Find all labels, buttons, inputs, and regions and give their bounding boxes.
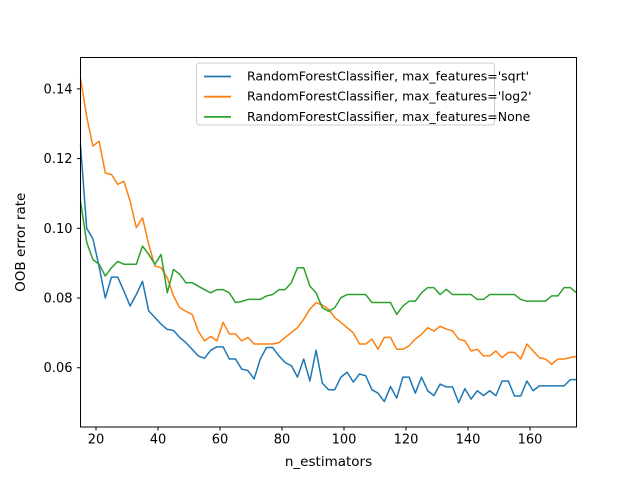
legend-label-none: RandomForestClassifier, max_features=Non…: [247, 109, 531, 124]
series-lines: [79, 78, 577, 404]
y-tick-label: 0.14: [44, 82, 73, 97]
legend-frame: [196, 62, 495, 126]
legend-label-log2: RandomForestClassifier, max_features='lo…: [247, 89, 532, 104]
x-tick-label: 120: [394, 433, 419, 448]
x-tick-label: 20: [88, 433, 105, 448]
series-line-sqrt: [79, 144, 577, 404]
axes-spines: [80, 57, 577, 428]
axis-ticks: 20 40 60 80 100 120 140 160 0.06 0.08 0.10 0.12 0.14: [44, 82, 543, 447]
x-axis-label: n_estimators: [285, 454, 372, 470]
x-tick-label: 100: [332, 433, 357, 448]
y-tick-label: 0.10: [44, 222, 73, 237]
y-tick-label: 0.12: [44, 152, 73, 167]
x-tick-label: 80: [274, 433, 291, 448]
legend: RandomForestClassifier, max_features='sq…: [196, 62, 532, 126]
y-tick-label: 0.06: [44, 361, 73, 376]
x-tick-label: 140: [456, 433, 481, 448]
y-axis-label: OOB error rate: [13, 193, 29, 292]
x-tick-label: 40: [150, 433, 167, 448]
legend-entry-log2: RandomForestClassifier, max_features='lo…: [204, 89, 532, 104]
x-tick-label: 60: [212, 433, 229, 448]
legend-entry-sqrt: RandomForestClassifier, max_features='sq…: [204, 69, 529, 84]
legend-label-sqrt: RandomForestClassifier, max_features='sq…: [247, 69, 529, 84]
series-line-none: [79, 201, 577, 316]
legend-entry-none: RandomForestClassifier, max_features=Non…: [204, 109, 531, 124]
y-tick-label: 0.08: [44, 292, 73, 307]
x-tick-label: 160: [518, 433, 543, 448]
